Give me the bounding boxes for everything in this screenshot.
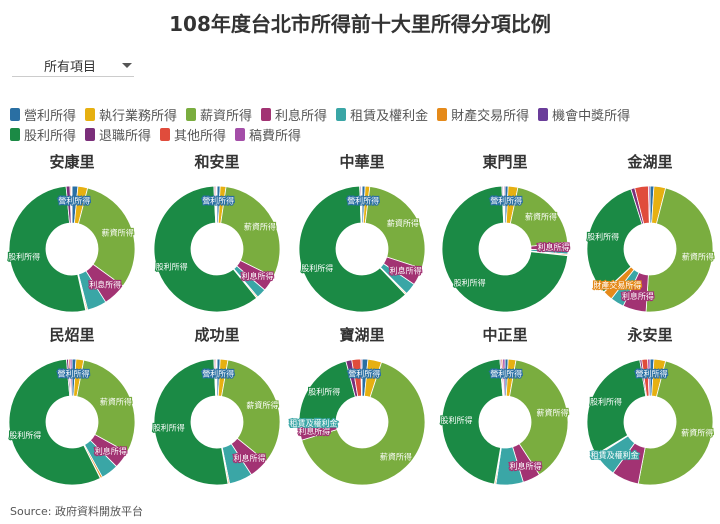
panel-title: 中正里 (482, 326, 527, 344)
panel-title: 寶湖里 (339, 326, 384, 344)
slice-data-label: 利息所得 (242, 271, 274, 281)
panel-title: 安康里 (49, 153, 94, 171)
slice-data-label: 股利所得 (308, 387, 340, 397)
slice-data-label: 利息所得 (622, 291, 654, 301)
slice-data-label: 薪資所得 (102, 228, 134, 238)
slice-data-label: 薪資所得 (387, 218, 419, 228)
slice-data-label: 營利所得 (636, 369, 668, 379)
slice-data-label: 股利所得 (441, 415, 473, 425)
slice-data-label: 租賃及權利金 (290, 418, 338, 428)
slice-data-label: 利息所得 (390, 265, 422, 275)
slice-data-label: 營利所得 (347, 196, 379, 206)
panel-title: 民炤里 (49, 326, 94, 344)
slice-data-label: 利息所得 (95, 446, 127, 456)
slice-data-label: 利息所得 (89, 279, 121, 289)
slice-data-label: 股利所得 (454, 277, 486, 287)
slice-data-label: 薪資所得 (246, 400, 278, 410)
slice-data-label: 股利所得 (156, 261, 188, 271)
slice-data-label: 財產交易所得 (593, 280, 641, 290)
slice-data-label: 營利所得 (58, 369, 90, 379)
slice-data-label: 股利所得 (9, 430, 41, 440)
panel-title: 成功里 (194, 326, 239, 344)
slice-data-label: 利息所得 (538, 242, 570, 252)
panel-title: 金湖里 (626, 153, 672, 171)
slice-data-label: 股利所得 (301, 263, 333, 273)
slice-data-label: 薪資所得 (537, 407, 569, 417)
slice-data-label: 利息所得 (510, 461, 542, 471)
slice-data-label: 薪資所得 (380, 452, 412, 462)
slice-data-label: 股利所得 (8, 252, 40, 262)
slice-data-label: 股利所得 (590, 397, 622, 407)
slice-data-label: 股利所得 (153, 423, 185, 433)
slice-data-label: 營利所得 (490, 369, 522, 379)
slice-data-label: 薪資所得 (682, 252, 714, 262)
slice-data-label: 股利所得 (587, 232, 619, 242)
slice-data-label: 薪資所得 (100, 396, 132, 406)
panel-title: 和安里 (194, 153, 239, 171)
slice-data-label: 營利所得 (490, 196, 522, 206)
slice-data-label: 租賃及權利金 (591, 450, 639, 460)
panel-title: 東門里 (482, 153, 527, 171)
panel-title: 中華里 (339, 153, 384, 171)
slice-data-label: 營利所得 (348, 369, 380, 379)
slice-data-label: 薪資所得 (244, 221, 276, 231)
panel-title: 永安里 (626, 326, 672, 344)
slice-data-label: 薪資所得 (681, 428, 713, 438)
slice-data-label: 利息所得 (234, 453, 266, 463)
slice-data-label: 薪資所得 (525, 212, 557, 222)
slice-data-label: 營利所得 (202, 369, 234, 379)
slice-data-label: 營利所得 (58, 196, 90, 206)
source-note: Source: 政府資料開放平台 (10, 503, 143, 519)
slice-data-label: 營利所得 (202, 196, 234, 206)
